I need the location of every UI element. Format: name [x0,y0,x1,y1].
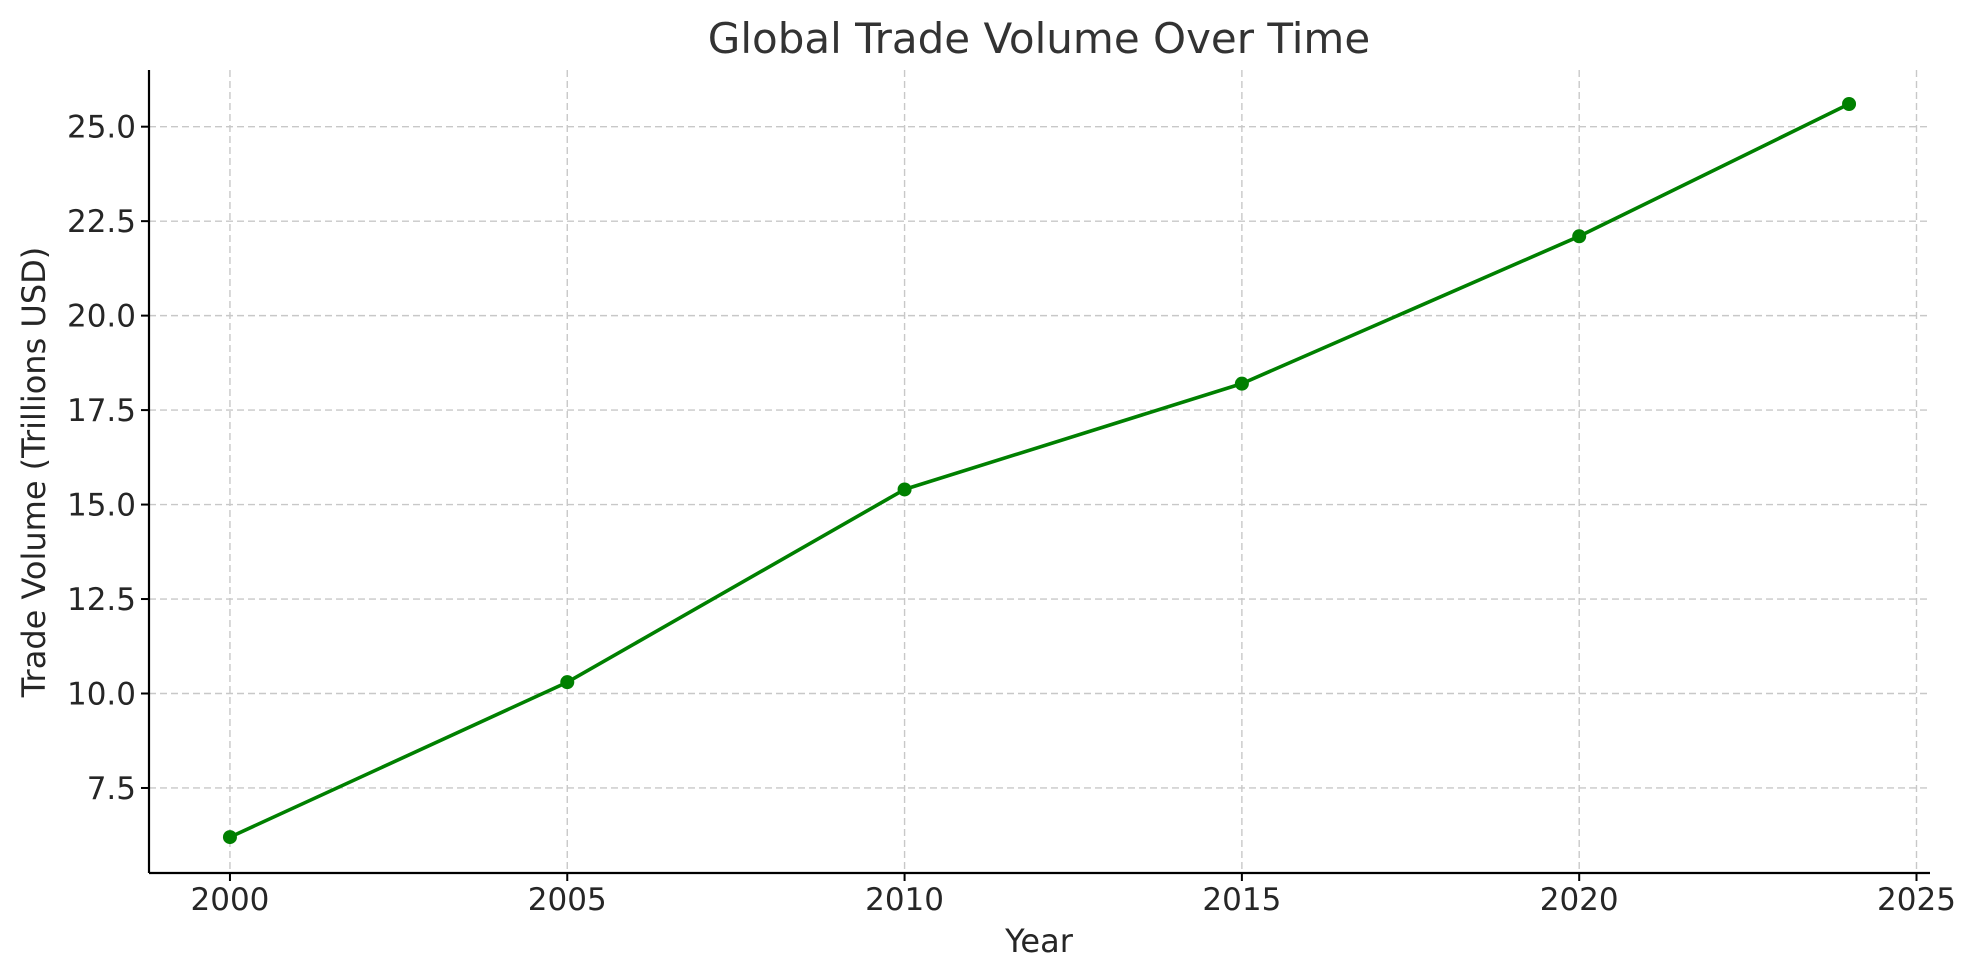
x-axis-label: Year [1004,922,1074,960]
x-tick-label: 2025 [1877,882,1956,918]
chart-title: Global Trade Volume Over Time [708,14,1370,63]
y-tick-label: 20.0 [67,299,136,335]
y-axis-label: Trade Volume (Trillions USD) [15,247,53,699]
series-line [228,102,1851,839]
x-axis-ticks: 2000 2005 2010 2015 2020 2025 [191,873,1956,918]
x-tick-label: 2020 [1540,882,1619,918]
y-tick-label: 17.5 [67,393,136,429]
data-point [560,675,575,690]
y-tick-label: 12.5 [67,582,136,618]
data-point [1842,97,1857,112]
data-point [1234,376,1249,391]
data-point [222,830,237,845]
data-point [897,482,912,497]
y-tick-label: 25.0 [67,110,136,146]
y-tick-label: 7.5 [87,771,136,807]
x-tick-label: 2015 [1202,882,1281,918]
data-point [1572,229,1587,244]
x-tick-label: 2005 [528,882,607,918]
y-axis-ticks: 7.5 10.0 12.5 15.0 17.5 20.0 22.5 25.0 [67,110,149,807]
x-tick-label: 2010 [865,882,944,918]
y-tick-label: 15.0 [67,488,136,524]
y-tick-label: 10.0 [67,677,136,713]
y-tick-label: 22.5 [67,204,136,240]
gridlines [149,70,1930,873]
x-tick-label: 2000 [191,882,270,918]
series-layer [222,97,1857,845]
axes [147,70,1930,875]
